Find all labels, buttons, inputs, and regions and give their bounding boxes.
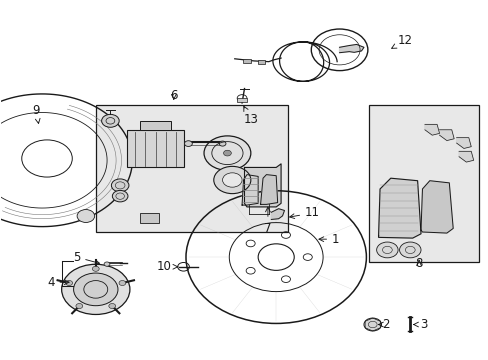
Text: 7: 7 [264, 207, 271, 235]
Circle shape [184, 141, 192, 147]
Circle shape [109, 303, 115, 309]
Polygon shape [271, 209, 284, 220]
Circle shape [376, 242, 397, 258]
Polygon shape [242, 175, 258, 205]
Text: 5: 5 [73, 251, 99, 264]
Bar [368, 105, 478, 262]
Circle shape [73, 273, 118, 306]
Circle shape [104, 262, 110, 266]
Polygon shape [458, 151, 473, 162]
Text: 10: 10 [157, 260, 177, 273]
Bar [127, 130, 183, 167]
Polygon shape [260, 175, 277, 204]
Bar [236, 98, 247, 102]
Circle shape [222, 173, 242, 187]
Polygon shape [244, 164, 281, 207]
Circle shape [77, 210, 95, 222]
Polygon shape [420, 181, 452, 233]
Bar [243, 59, 250, 63]
Text: 3: 3 [413, 318, 427, 331]
Circle shape [76, 303, 82, 309]
Bar [140, 121, 171, 130]
Circle shape [399, 242, 420, 258]
Text: 13: 13 [243, 106, 258, 126]
Polygon shape [456, 138, 470, 148]
Polygon shape [439, 130, 453, 140]
Circle shape [223, 150, 231, 156]
Text: 6: 6 [170, 89, 177, 102]
Circle shape [61, 264, 130, 315]
Circle shape [213, 166, 250, 194]
Circle shape [119, 280, 125, 285]
Bar [140, 213, 159, 223]
Text: 4: 4 [47, 276, 69, 289]
Bar [257, 59, 265, 64]
Text: 9: 9 [32, 104, 40, 123]
Polygon shape [339, 44, 363, 53]
Text: 8: 8 [414, 257, 422, 270]
Text: 1: 1 [318, 233, 339, 246]
Circle shape [363, 318, 381, 331]
Text: 12: 12 [391, 34, 412, 48]
Circle shape [219, 141, 225, 146]
Bar [96, 105, 288, 232]
Circle shape [111, 179, 129, 192]
Text: 11: 11 [289, 207, 320, 220]
Circle shape [65, 280, 72, 285]
Polygon shape [424, 125, 439, 135]
Polygon shape [378, 178, 420, 238]
Circle shape [203, 136, 250, 170]
Circle shape [92, 266, 99, 271]
Text: 2: 2 [378, 318, 389, 331]
Circle shape [102, 114, 119, 127]
Circle shape [112, 190, 128, 202]
